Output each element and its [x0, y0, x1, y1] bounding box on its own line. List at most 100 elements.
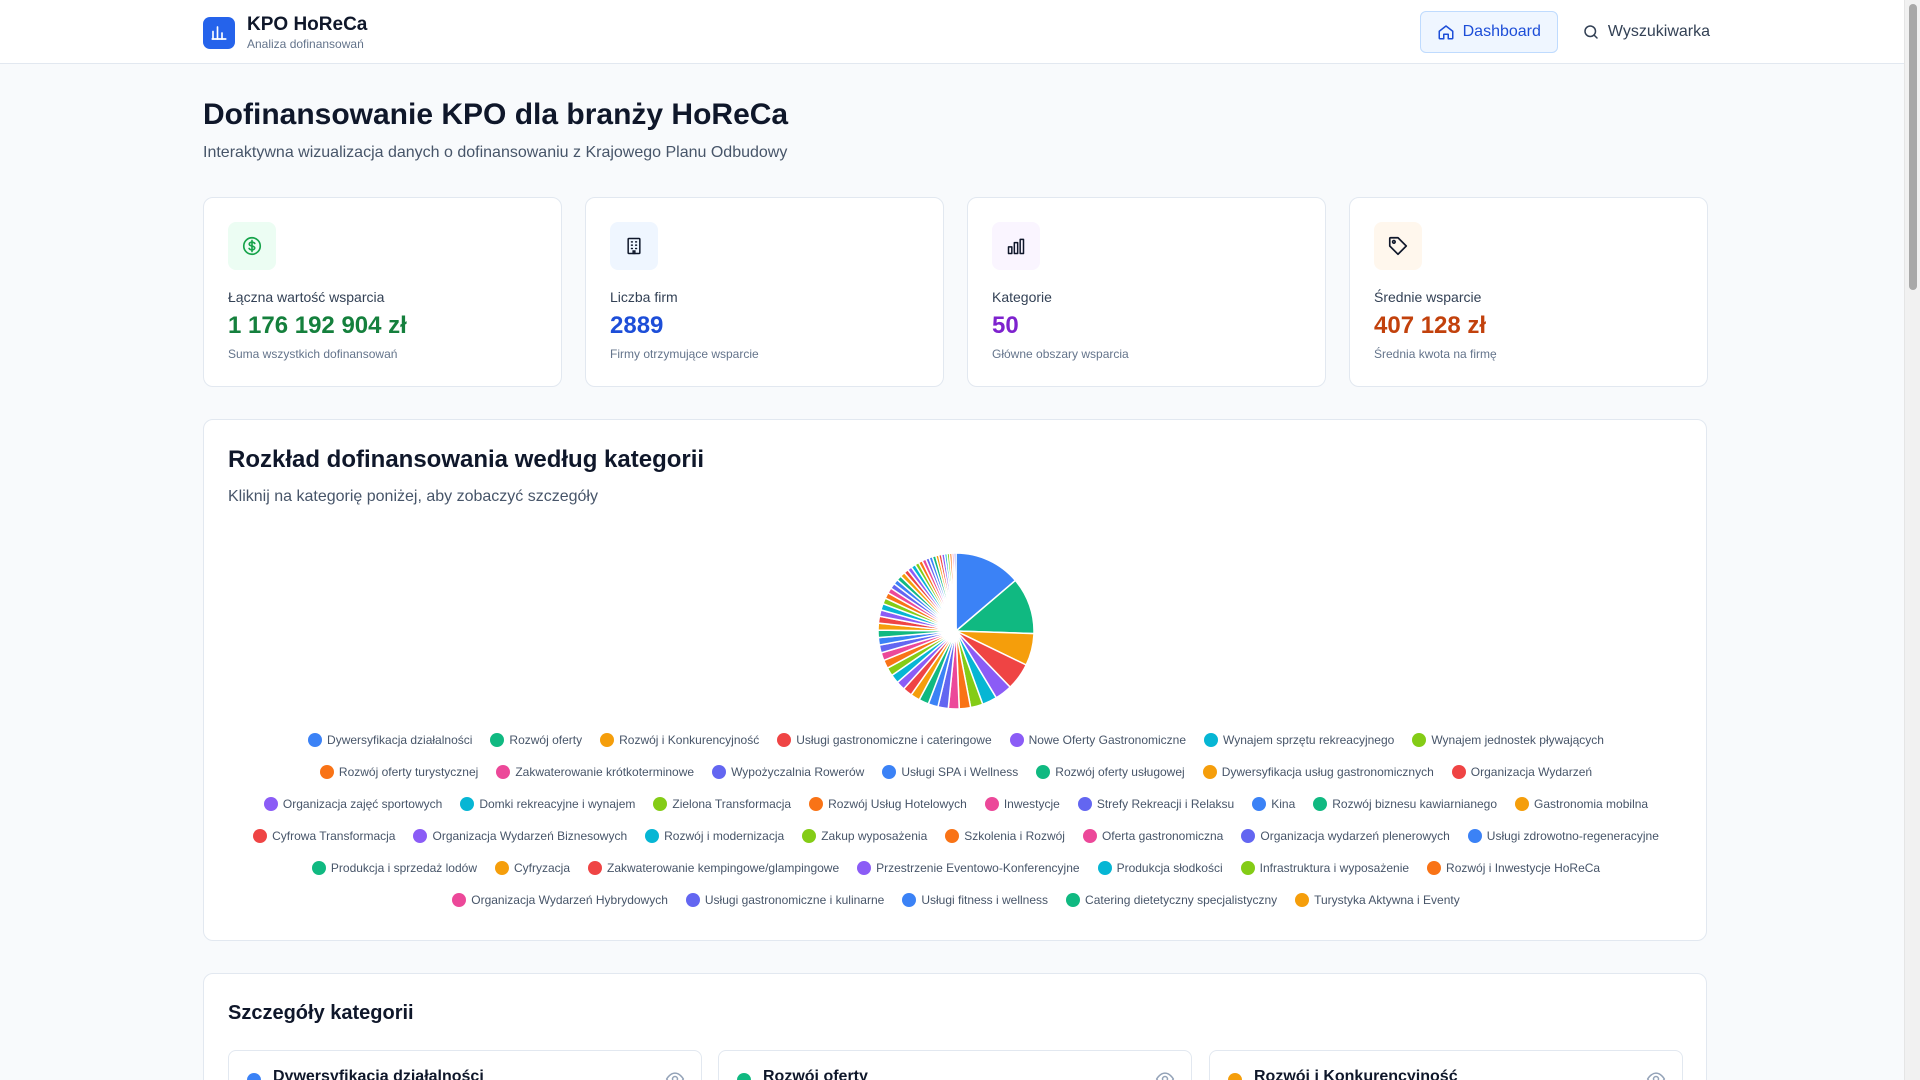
- legend-item[interactable]: Cyfryzacja: [494, 858, 570, 878]
- legend-color-dot: [1252, 797, 1267, 811]
- nav-search[interactable]: Wyszukiwarka: [1566, 11, 1726, 53]
- legend-item[interactable]: Produkcja i sprzedaż lodów: [311, 858, 477, 878]
- legend-item[interactable]: Zakwaterowanie krótkoterminowe: [496, 762, 694, 782]
- legend-label: Zielona Transformacja: [672, 797, 792, 811]
- legend-item[interactable]: Zakup wyposażenia: [802, 826, 927, 846]
- search-icon: [1584, 25, 1598, 39]
- legend-item[interactable]: Catering dietetyczny specjalistyczny: [1066, 890, 1277, 910]
- legend-item[interactable]: Produkcja słodkości: [1097, 858, 1223, 878]
- category-card[interactable]: Rozwój oferty: [718, 1050, 1192, 1080]
- legend-color-dot: [308, 733, 323, 747]
- legend-color-dot: [1241, 829, 1256, 843]
- legend-item[interactable]: Wynajem sprzętu rekreacyjnego: [1204, 730, 1394, 750]
- stat-value: 2889: [610, 312, 664, 339]
- legend-item[interactable]: Usługi gastronomiczne i kulinarne: [685, 890, 884, 910]
- legend-item[interactable]: Rozwój oferty turystycznej: [319, 762, 478, 782]
- stat-label: Liczba firm: [610, 289, 678, 305]
- legend-color-dot: [1066, 893, 1081, 907]
- eye-icon[interactable]: [665, 1069, 685, 1080]
- legend-item[interactable]: Dywersyfikacja usług gastronomicznych: [1202, 762, 1434, 782]
- category-details-card: Szczegóły kategorii Dywersyfikacja dział…: [203, 973, 1707, 1080]
- category-card[interactable]: Rozwój i Konkurencyjność: [1209, 1050, 1683, 1080]
- eye-icon[interactable]: [1646, 1069, 1666, 1080]
- legend-item[interactable]: Organizacja Wydarzeń Biznesowych: [413, 826, 627, 846]
- legend-color-dot: [653, 797, 668, 811]
- legend-item[interactable]: Usługi SPA i Wellness: [882, 762, 1018, 782]
- legend-item[interactable]: Domki rekreacyjne i wynajem: [460, 794, 635, 814]
- stat-value: 1 176 192 904 zł: [228, 312, 407, 339]
- stat-card-companies: Liczba firm 2889 Firmy otrzymujące wspar…: [585, 197, 944, 387]
- category-card[interactable]: Dywersyfikacja działalności: [228, 1050, 702, 1080]
- legend-item[interactable]: Infrastruktura i wyposażenie: [1240, 858, 1410, 878]
- bar-chart-icon: [992, 222, 1040, 270]
- legend-item[interactable]: Nowe Oferty Gastronomiczne: [1009, 730, 1186, 750]
- legend-item[interactable]: Usługi zdrowotno-regeneracyjne: [1467, 826, 1659, 846]
- legend-color-dot: [496, 765, 511, 779]
- legend-item[interactable]: Oferta gastronomiczna: [1082, 826, 1224, 846]
- chart-title: Rozkład dofinansowania według kategorii: [228, 446, 705, 473]
- chart-subtitle: Kliknij na kategorię poniżej, aby zobacz…: [228, 488, 598, 505]
- eye-icon[interactable]: [1155, 1069, 1175, 1080]
- legend-label: Cyfryzacja: [513, 861, 570, 875]
- legend-color-dot: [1202, 765, 1217, 779]
- legend-item[interactable]: Organizacja Wydarzeń: [1451, 762, 1592, 782]
- legend-color-dot: [490, 733, 505, 747]
- legend-color-dot: [1009, 733, 1024, 747]
- legend-item[interactable]: Organizacja wydarzeń plenerowych: [1241, 826, 1450, 846]
- stat-label: Łączna wartość wsparcia: [228, 289, 385, 305]
- legend-item[interactable]: Przestrzenie Eventowo-Konferencyjne: [857, 858, 1080, 878]
- legend-item[interactable]: Zakwaterowanie kempingowe/glampingowe: [588, 858, 839, 878]
- category-pie-chart[interactable]: [856, 531, 1056, 731]
- page-title: Dofinansowanie KPO dla branży HoReCa: [203, 98, 789, 131]
- legend-color-dot: [1313, 797, 1328, 811]
- category-name: Dywersyfikacja działalności: [273, 1068, 484, 1080]
- legend-label: Domki rekreacyjne i wynajem: [479, 797, 636, 811]
- legend-item[interactable]: Kina: [1252, 794, 1295, 814]
- legend-item[interactable]: Gastronomia mobilna: [1515, 794, 1648, 814]
- legend-label: Organizacja wydarzeń plenerowych: [1260, 829, 1450, 843]
- legend-color-dot: [1515, 797, 1530, 811]
- legend-label: Inwestycje: [1003, 797, 1060, 811]
- legend-item[interactable]: Wypożyczalnia Rowerów: [712, 762, 864, 782]
- legend-item[interactable]: Zielona Transformacja: [653, 794, 791, 814]
- legend-color-dot: [311, 861, 326, 875]
- legend-item[interactable]: Rozwój oferty: [490, 730, 582, 750]
- stat-label: Kategorie: [992, 289, 1052, 305]
- legend-item[interactable]: Rozwój Usług Hotelowych: [809, 794, 967, 814]
- legend-item[interactable]: Rozwój biznesu kawiarnianego: [1313, 794, 1497, 814]
- home-icon: [1438, 25, 1454, 40]
- legend-label: Przestrzenie Eventowo-Konferencyjne: [876, 861, 1080, 875]
- legend-item[interactable]: Cyfrowa Transformacja: [253, 826, 395, 846]
- scrollbar-thumb[interactable]: [1909, 4, 1917, 290]
- legend-item[interactable]: Turystyka Aktywna i Eventy: [1295, 890, 1460, 910]
- legend-color-dot: [452, 893, 467, 907]
- brand-subtitle: Analiza dofinansowań: [247, 37, 364, 51]
- pie-slice[interactable]: [953, 552, 957, 632]
- legend-label: Zakwaterowanie kempingowe/glampingowe: [607, 861, 840, 875]
- legend-label: Oferta gastronomiczna: [1101, 829, 1224, 843]
- legend-color-dot: [1295, 893, 1310, 907]
- legend-label: Rozwój oferty: [509, 733, 583, 747]
- legend-item[interactable]: Inwestycje: [984, 794, 1060, 814]
- legend-item[interactable]: Rozwój i modernizacja: [645, 826, 784, 846]
- legend-item[interactable]: Organizacja Wydarzeń Hybrydowych: [452, 890, 668, 910]
- legend-item[interactable]: Rozwój oferty usługowej: [1036, 762, 1185, 782]
- legend-item[interactable]: Rozwój i Konkurencyjność: [600, 730, 759, 750]
- legend-item[interactable]: Organizacja zajęć sportowych: [263, 794, 442, 814]
- nav-dashboard[interactable]: Dashboard: [1419, 11, 1558, 53]
- legend-color-dot: [857, 861, 872, 875]
- brand[interactable]: KPO HoReCa Analiza dofinansowań: [203, 14, 367, 52]
- page-scrollbar[interactable]: [1904, 0, 1920, 1080]
- legend-item[interactable]: Dywersyfikacja działalności: [308, 730, 472, 750]
- legend-item[interactable]: Strefy Rekreacji i Relaksu: [1077, 794, 1234, 814]
- legend-item[interactable]: Szkolenia i Rozwój: [945, 826, 1065, 846]
- legend-label: Infrastruktura i wyposażenie: [1259, 861, 1410, 875]
- legend-label: Zakup wyposażenia: [821, 829, 928, 843]
- legend-item[interactable]: Rozwój i Inwestycje HoReCa: [1427, 858, 1600, 878]
- legend-item[interactable]: Usługi fitness i wellness: [902, 890, 1048, 910]
- legend-item[interactable]: Wynajem jednostek pływających: [1412, 730, 1604, 750]
- legend-color-dot: [494, 861, 509, 875]
- legend-label: Wynajem jednostek pływających: [1431, 733, 1604, 747]
- legend-item[interactable]: Usługi gastronomiczne i cateringowe: [777, 730, 992, 750]
- pie-slice[interactable]: [955, 552, 1017, 633]
